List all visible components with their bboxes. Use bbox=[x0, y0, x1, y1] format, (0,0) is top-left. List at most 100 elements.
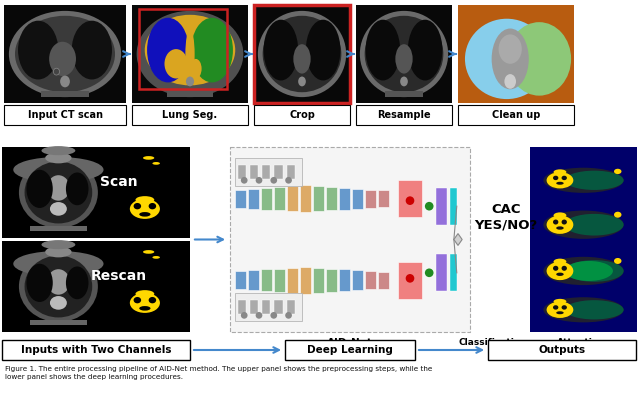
Ellipse shape bbox=[547, 172, 573, 188]
Bar bbox=[238, 300, 246, 314]
Ellipse shape bbox=[547, 262, 573, 280]
Bar bbox=[488, 340, 636, 360]
Ellipse shape bbox=[140, 306, 150, 311]
Ellipse shape bbox=[554, 259, 566, 265]
Ellipse shape bbox=[262, 16, 341, 92]
Text: Clean up: Clean up bbox=[492, 110, 540, 120]
Text: Scan: Scan bbox=[100, 175, 138, 188]
Polygon shape bbox=[454, 233, 462, 245]
Ellipse shape bbox=[15, 16, 115, 92]
Ellipse shape bbox=[504, 74, 516, 89]
Bar bbox=[313, 186, 324, 211]
Circle shape bbox=[406, 274, 414, 282]
Ellipse shape bbox=[365, 20, 400, 80]
Bar bbox=[275, 165, 282, 179]
Ellipse shape bbox=[298, 77, 306, 87]
Ellipse shape bbox=[60, 76, 70, 87]
Ellipse shape bbox=[365, 16, 444, 92]
Bar bbox=[530, 147, 637, 332]
Ellipse shape bbox=[492, 29, 529, 89]
Ellipse shape bbox=[614, 169, 621, 174]
Ellipse shape bbox=[306, 20, 340, 80]
Bar bbox=[132, 5, 248, 103]
Bar bbox=[326, 187, 337, 210]
Ellipse shape bbox=[148, 203, 156, 209]
Ellipse shape bbox=[134, 203, 141, 209]
Bar bbox=[238, 165, 246, 179]
Circle shape bbox=[241, 177, 248, 183]
Bar bbox=[4, 105, 126, 125]
Text: Classification: Classification bbox=[459, 338, 527, 347]
Ellipse shape bbox=[143, 156, 154, 160]
Ellipse shape bbox=[45, 246, 72, 258]
Bar bbox=[30, 226, 86, 231]
Bar bbox=[167, 91, 213, 97]
Ellipse shape bbox=[19, 251, 98, 322]
Bar bbox=[2, 147, 190, 238]
Bar bbox=[254, 5, 350, 103]
Ellipse shape bbox=[53, 68, 60, 75]
Ellipse shape bbox=[553, 176, 558, 180]
Ellipse shape bbox=[360, 11, 448, 97]
Text: Rescan: Rescan bbox=[90, 269, 147, 282]
Bar bbox=[2, 340, 190, 360]
Ellipse shape bbox=[66, 267, 88, 299]
Bar bbox=[436, 188, 447, 225]
Bar bbox=[248, 189, 259, 209]
Text: lower panel shows the deep learning procedures.: lower panel shows the deep learning proc… bbox=[5, 374, 183, 380]
Bar bbox=[235, 190, 246, 208]
Bar bbox=[254, 5, 350, 103]
Bar bbox=[450, 254, 457, 291]
Ellipse shape bbox=[556, 182, 564, 185]
Ellipse shape bbox=[152, 162, 160, 165]
Bar bbox=[385, 91, 423, 97]
Ellipse shape bbox=[66, 173, 88, 205]
Ellipse shape bbox=[130, 293, 160, 313]
Bar bbox=[230, 147, 470, 332]
Circle shape bbox=[285, 312, 292, 319]
Bar bbox=[235, 293, 302, 321]
Ellipse shape bbox=[26, 170, 52, 208]
Ellipse shape bbox=[13, 251, 104, 277]
Bar bbox=[365, 190, 376, 208]
Ellipse shape bbox=[50, 202, 67, 216]
Bar bbox=[378, 191, 389, 207]
Ellipse shape bbox=[26, 264, 52, 302]
Ellipse shape bbox=[136, 290, 154, 297]
Ellipse shape bbox=[145, 15, 236, 85]
Ellipse shape bbox=[264, 20, 298, 80]
Ellipse shape bbox=[564, 171, 623, 190]
Ellipse shape bbox=[47, 175, 70, 201]
Ellipse shape bbox=[543, 210, 623, 239]
Bar bbox=[262, 300, 271, 314]
Circle shape bbox=[255, 177, 262, 183]
Ellipse shape bbox=[561, 176, 567, 180]
Ellipse shape bbox=[24, 161, 92, 223]
Ellipse shape bbox=[72, 21, 112, 79]
Ellipse shape bbox=[561, 220, 567, 225]
Circle shape bbox=[271, 312, 277, 319]
Bar bbox=[378, 272, 389, 289]
Ellipse shape bbox=[258, 11, 346, 97]
Text: AID-Net: AID-Net bbox=[327, 338, 373, 348]
Text: Outputs: Outputs bbox=[538, 345, 586, 355]
Bar bbox=[132, 105, 248, 125]
Ellipse shape bbox=[24, 255, 92, 317]
Text: Resample: Resample bbox=[377, 110, 431, 120]
Bar bbox=[300, 186, 311, 212]
Circle shape bbox=[425, 202, 433, 210]
Bar bbox=[287, 268, 298, 293]
Ellipse shape bbox=[554, 213, 566, 218]
Bar bbox=[261, 188, 272, 210]
Bar bbox=[250, 165, 259, 179]
Bar bbox=[262, 165, 271, 179]
Ellipse shape bbox=[561, 266, 567, 271]
Bar bbox=[398, 262, 422, 299]
Bar bbox=[313, 268, 324, 293]
Ellipse shape bbox=[130, 199, 160, 219]
Ellipse shape bbox=[553, 266, 558, 271]
Bar bbox=[339, 270, 350, 291]
Ellipse shape bbox=[19, 157, 98, 228]
Ellipse shape bbox=[508, 22, 571, 96]
Bar bbox=[287, 300, 294, 314]
